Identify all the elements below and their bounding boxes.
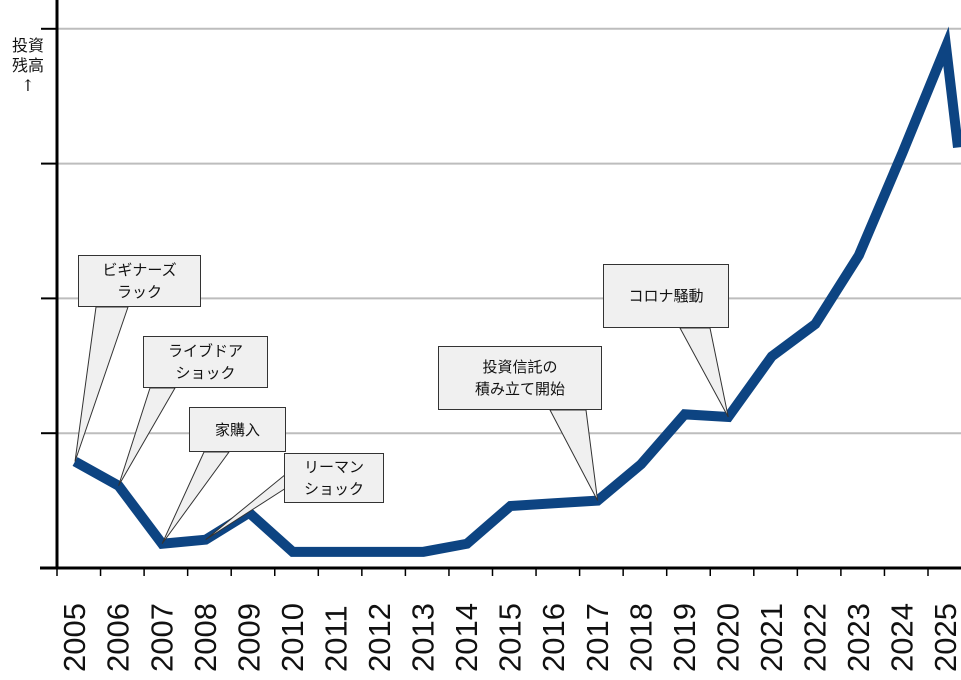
callout-pointer xyxy=(118,387,176,487)
callout-pointer xyxy=(161,451,230,545)
x-tick-label: 2006 xyxy=(101,603,136,672)
x-tick-label: 2019 xyxy=(667,603,702,672)
x-tick-label: 2024 xyxy=(885,603,920,672)
x-tick-label: 2007 xyxy=(144,603,179,672)
x-tick-label: 2008 xyxy=(188,603,223,672)
callout-pointer xyxy=(74,306,129,462)
x-tick-label: 2015 xyxy=(493,603,528,672)
x-tick-label: 2016 xyxy=(536,603,571,672)
x-tick-label: 2010 xyxy=(275,603,310,672)
x-tick-label: 2020 xyxy=(710,603,745,672)
x-tick-label: 2025 xyxy=(928,603,961,672)
callout-pointer xyxy=(549,409,599,501)
x-tick-label: 2012 xyxy=(362,603,397,672)
x-tick-label: 2018 xyxy=(623,603,658,672)
x-tick-label: 2014 xyxy=(449,603,484,672)
y-axis-label: 投資 残高 ↑ xyxy=(8,36,48,96)
x-tick-label: 2005 xyxy=(57,603,92,672)
x-tick-label: 2017 xyxy=(580,603,615,672)
x-tick-label: 2009 xyxy=(231,603,266,672)
annotation-callout: リーマン ショック xyxy=(284,453,384,503)
annotation-callout: 家購入 xyxy=(189,407,286,452)
callout-pointer xyxy=(679,327,729,418)
annotation-callout: コロナ騒動 xyxy=(603,264,729,328)
annotation-callout: ライブドア ショック xyxy=(143,336,268,388)
x-tick-label: 2011 xyxy=(318,605,353,672)
y-axis-label-text: 投資 残高 ↑ xyxy=(11,36,44,95)
x-tick-label: 2022 xyxy=(798,603,833,672)
x-tick-label: 2013 xyxy=(406,603,441,672)
annotation-callout: ビギナーズ ラック xyxy=(78,255,201,307)
x-tick-label: 2023 xyxy=(841,603,876,672)
x-tick-label: 2021 xyxy=(754,603,789,672)
annotation-callout: 投資信託の 積み立て開始 xyxy=(438,346,602,410)
